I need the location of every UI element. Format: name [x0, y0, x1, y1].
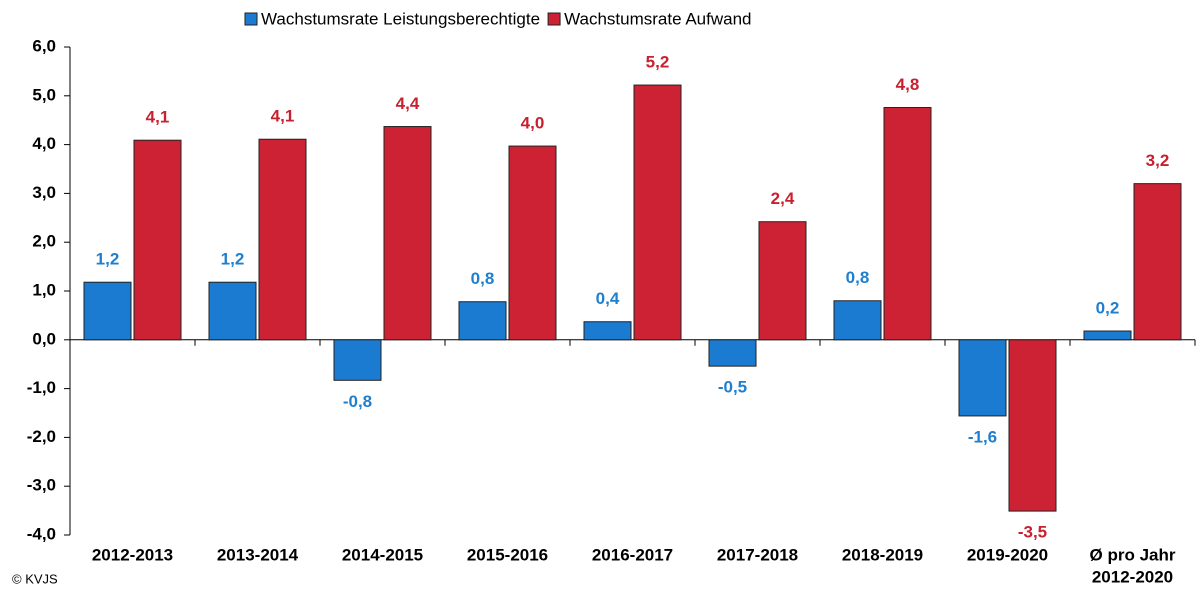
bar [333, 339, 382, 381]
y-tick-label: -4,0 [27, 524, 56, 543]
x-tick-label: 2014-2015 [342, 545, 423, 564]
y-tick-label: -3,0 [27, 476, 56, 495]
y-tick-label: 3,0 [32, 183, 56, 202]
value-label: 1,2 [221, 250, 245, 269]
x-tick-label: 2012-2020 [1092, 567, 1173, 586]
bar [458, 301, 507, 341]
x-tick-label: 2018-2019 [842, 545, 923, 564]
legend-label: Wachstumsrate Aufwand [564, 9, 751, 28]
value-label: 3,2 [1146, 151, 1170, 170]
legend-swatch [547, 12, 561, 26]
y-tick-label: 1,0 [32, 280, 56, 299]
value-label: 0,2 [1096, 299, 1120, 318]
bar [508, 145, 557, 341]
y-tick-label: 4,0 [32, 134, 56, 153]
y-tick-label: 2,0 [32, 232, 56, 251]
value-label: 0,4 [596, 289, 620, 308]
value-label: -0,8 [343, 392, 372, 411]
value-label: 1,2 [96, 250, 120, 269]
x-tick-label: 2016-2017 [592, 545, 673, 564]
value-label: -0,5 [718, 378, 747, 397]
value-label: 4,4 [396, 94, 420, 113]
y-tick-label: 0,0 [32, 329, 56, 348]
y-tick-label: 6,0 [32, 36, 56, 55]
bar [1008, 339, 1057, 512]
legend-label: Wachstumsrate Leistungsberechtigte [261, 9, 540, 28]
credit: © KVJS [12, 571, 58, 586]
bar [1083, 330, 1132, 341]
x-tick-label: 2013-2014 [217, 545, 299, 564]
bar [383, 126, 432, 341]
value-label: -1,6 [968, 427, 997, 446]
bar [133, 139, 182, 341]
value-label: 2,4 [771, 189, 795, 208]
bar [758, 221, 807, 341]
value-label: 4,1 [146, 108, 170, 127]
legend-swatch [244, 12, 258, 26]
bar [1133, 183, 1182, 341]
y-tick-label: -2,0 [27, 427, 56, 446]
y-tick-label: 5,0 [32, 85, 56, 104]
x-tick-label: Ø pro Jahr [1090, 545, 1176, 564]
bar [83, 281, 132, 341]
bar [583, 321, 632, 341]
x-tick-label: 2017-2018 [717, 545, 798, 564]
bar [833, 300, 882, 341]
value-label: 0,8 [471, 269, 495, 288]
value-label: 4,0 [521, 114, 545, 133]
value-label: 4,1 [271, 107, 295, 126]
bar [883, 107, 932, 341]
value-label: 4,8 [896, 75, 920, 94]
bar [958, 339, 1007, 417]
x-tick-label: 2019-2020 [967, 545, 1048, 564]
value-label: 5,2 [646, 53, 670, 72]
y-tick-label: -1,0 [27, 378, 56, 397]
value-label: 0,8 [846, 268, 870, 287]
bar [633, 84, 682, 341]
bar [208, 281, 257, 341]
x-tick-label: 2015-2016 [467, 545, 548, 564]
bar [258, 138, 307, 341]
x-tick-label: 2012-2013 [92, 545, 173, 564]
value-label: -3,5 [1018, 523, 1047, 542]
bar [708, 339, 757, 367]
